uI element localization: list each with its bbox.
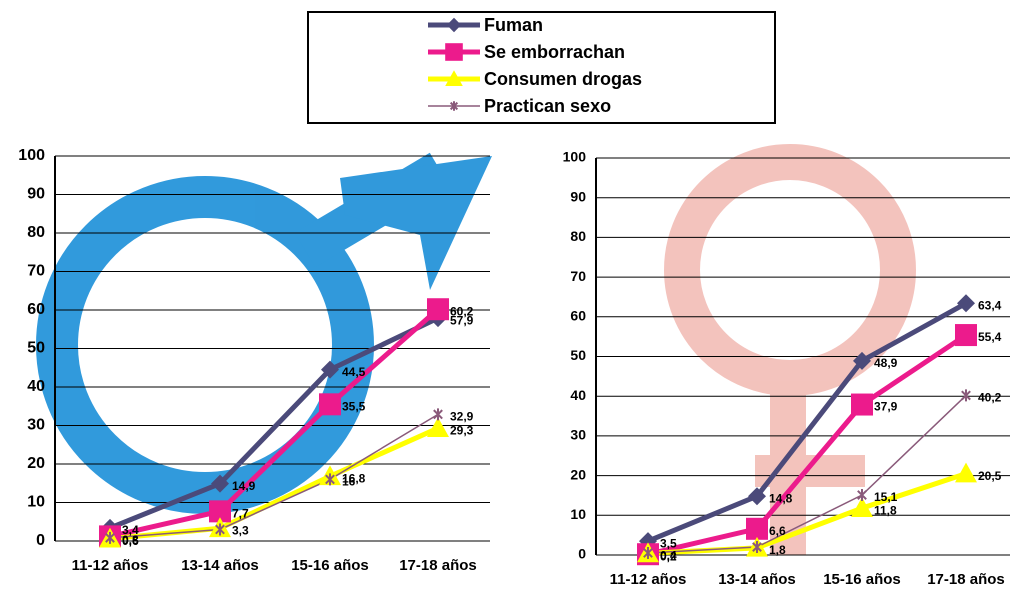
x-tick-label: 11-12 años	[72, 557, 149, 574]
value-label: 15,1	[874, 490, 898, 504]
y-tick-label: 20	[570, 466, 586, 482]
marker	[851, 394, 873, 416]
x-tick-label: 17-18 años	[399, 557, 477, 574]
y-tick-label: 50	[27, 340, 45, 357]
value-label: 60,2	[450, 304, 474, 318]
x-tick-label: 13-14 años	[718, 571, 796, 588]
legend-label: Fuman	[484, 15, 543, 35]
value-label: 40,2	[978, 391, 1002, 405]
y-tick-label: 80	[570, 228, 586, 244]
legend-label: Practican sexo	[484, 96, 611, 116]
value-label: 7,7	[232, 507, 249, 521]
value-label: 14,9	[232, 479, 256, 493]
marker	[955, 324, 977, 346]
y-tick-label: 10	[27, 494, 45, 511]
y-tick-label: 60	[570, 308, 586, 324]
y-tick-label: 0	[36, 532, 45, 549]
y-tick-label: 0	[578, 546, 586, 562]
value-label: 55,4	[978, 330, 1002, 344]
value-label: 11,8	[874, 503, 897, 517]
value-label: 29,3	[450, 423, 474, 437]
y-tick-label: 90	[27, 186, 45, 203]
x-tick-label: 15-16 años	[823, 571, 901, 588]
marker	[858, 489, 866, 501]
y-tick-label: 90	[570, 188, 586, 204]
value-label: 48,9	[874, 356, 898, 370]
y-tick-label: 70	[27, 263, 45, 280]
y-tick-label: 10	[570, 506, 586, 522]
y-tick-label: 40	[570, 387, 586, 403]
value-label: 3,3	[232, 523, 249, 537]
marker	[955, 463, 977, 483]
value-label: 20,5	[978, 469, 1002, 483]
x-tick-label: 11-12 años	[610, 571, 687, 588]
x-tick-label: 13-14 años	[181, 557, 259, 574]
marker	[427, 298, 449, 320]
value-label: 0,8	[122, 533, 139, 547]
value-label: 44,5	[342, 365, 366, 379]
legend-label: Se emborrachan	[484, 42, 625, 62]
value-label: 32,9	[450, 410, 474, 424]
value-label: 37,9	[874, 400, 898, 414]
value-label: 63,4	[978, 298, 1002, 312]
value-label: 14,8	[769, 491, 793, 505]
marker	[746, 518, 768, 540]
x-tick-label: 15-16 años	[291, 557, 369, 574]
y-tick-label: 20	[27, 455, 45, 472]
value-label: 1,8	[769, 543, 786, 557]
value-label: 16	[342, 475, 356, 489]
y-tick-label: 100	[563, 149, 587, 165]
value-label: 0,4	[660, 549, 677, 563]
x-tick-label: 17-18 años	[927, 571, 1005, 588]
y-tick-label: 40	[27, 378, 45, 395]
y-tick-label: 70	[570, 268, 586, 284]
y-tick-label: 50	[570, 347, 586, 363]
page: 010203040506070809010011-12 años13-14 añ…	[0, 0, 1017, 589]
y-tick-label: 60	[27, 301, 45, 318]
marker	[445, 43, 463, 61]
marker	[962, 389, 970, 401]
y-tick-label: 80	[27, 224, 45, 241]
value-label: 35,5	[342, 399, 366, 413]
value-label: 6,6	[769, 524, 786, 538]
marker	[319, 393, 341, 415]
y-tick-label: 100	[18, 147, 45, 164]
y-tick-label: 30	[570, 427, 586, 443]
legend-label: Consumen drogas	[484, 69, 642, 89]
marker	[434, 408, 442, 420]
y-tick-label: 30	[27, 417, 45, 434]
